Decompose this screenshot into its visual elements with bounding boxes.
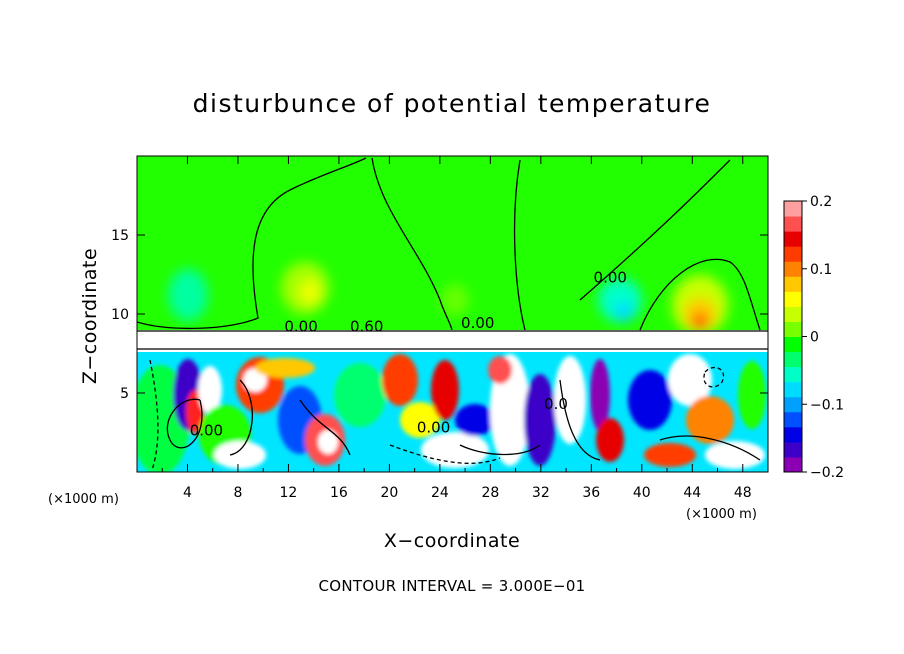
x-axis: 4 8 12 16 20 24 28 32 36 40 44 48	[161, 156, 752, 501]
x-tick-label: 40	[633, 485, 651, 501]
x-unit-label: (×1000 m)	[686, 507, 757, 522]
colorbar-swatch	[784, 261, 802, 277]
colorbar-swatch	[784, 441, 802, 458]
colorbar-swatch	[784, 291, 802, 307]
contour-labels: 0.00 0.00 0.00 0.00 0.60 0.00 0.0	[190, 268, 627, 439]
contour-label: 0.00	[417, 419, 450, 437]
colorbar-swatch	[784, 231, 802, 247]
x-tick-label: 36	[582, 485, 600, 501]
plot-area	[137, 156, 768, 472]
colorbar-swatch	[784, 321, 802, 337]
y-axis-title: Z−coordinate	[79, 248, 101, 384]
colorbar-tick-label: 0.1	[810, 262, 832, 278]
contour-lines	[137, 157, 768, 471]
colorbar-swatch	[784, 456, 802, 473]
y-tick-label: 5	[120, 386, 129, 402]
colorbar-swatch	[784, 276, 802, 292]
x-tick-label: 24	[431, 485, 449, 501]
contour-label: 0.00	[594, 268, 627, 286]
colorbar-swatch	[784, 411, 802, 428]
colorbar-swatch	[784, 306, 802, 322]
upper-anomalies	[168, 262, 728, 335]
y-axis: 5 10 15	[111, 228, 768, 402]
contour-interval-note: CONTOUR INTERVAL = 3.000E−01	[318, 577, 585, 595]
stable-layer-band	[137, 330, 768, 353]
x-tick-label: 20	[380, 485, 398, 501]
colorbar-tick-label: 0	[810, 330, 819, 346]
x-tick-label: 28	[481, 485, 499, 501]
x-tick-label: 4	[183, 485, 192, 501]
colorbar-tick-label: −0.1	[810, 397, 844, 413]
colorbar-swatch	[784, 336, 802, 353]
colorbar: −0.2 −0.1 0 0.1 0.2	[783, 194, 844, 481]
contour-label: 0.00	[284, 317, 317, 335]
x-axis-title: X−coordinate	[384, 530, 520, 552]
x-tick-label: 12	[280, 485, 298, 501]
colorbar-swatch	[784, 351, 802, 368]
x-tick-label: 16	[330, 485, 348, 501]
contour-label: 0.0	[544, 395, 568, 413]
colorbar-swatch	[784, 246, 802, 262]
y-tick-label: 10	[111, 307, 129, 323]
colorbar-swatch	[784, 381, 802, 398]
contour-label: 0.00	[461, 314, 494, 332]
colorbar-swatch	[784, 216, 802, 232]
z-unit-label: (×1000 m)	[48, 492, 119, 507]
colorbar-swatch	[784, 366, 802, 383]
x-tick-label: 44	[683, 485, 701, 501]
colorbar-swatch	[784, 396, 802, 413]
colorbar-tick-label: −0.2	[810, 465, 844, 481]
x-tick-label: 48	[734, 485, 752, 501]
colorbar-tick-label: 0.2	[810, 194, 832, 210]
y-tick-label: 15	[111, 228, 129, 244]
x-tick-label: 32	[532, 485, 550, 501]
colorbar-swatch	[784, 201, 802, 217]
contour-label: 0.60	[350, 317, 383, 335]
colorbar-swatch	[784, 426, 802, 443]
chart-title: disturbunce of potential temperature	[193, 89, 712, 118]
contour-label: 0.00	[190, 422, 223, 440]
x-tick-label: 8	[233, 485, 242, 501]
